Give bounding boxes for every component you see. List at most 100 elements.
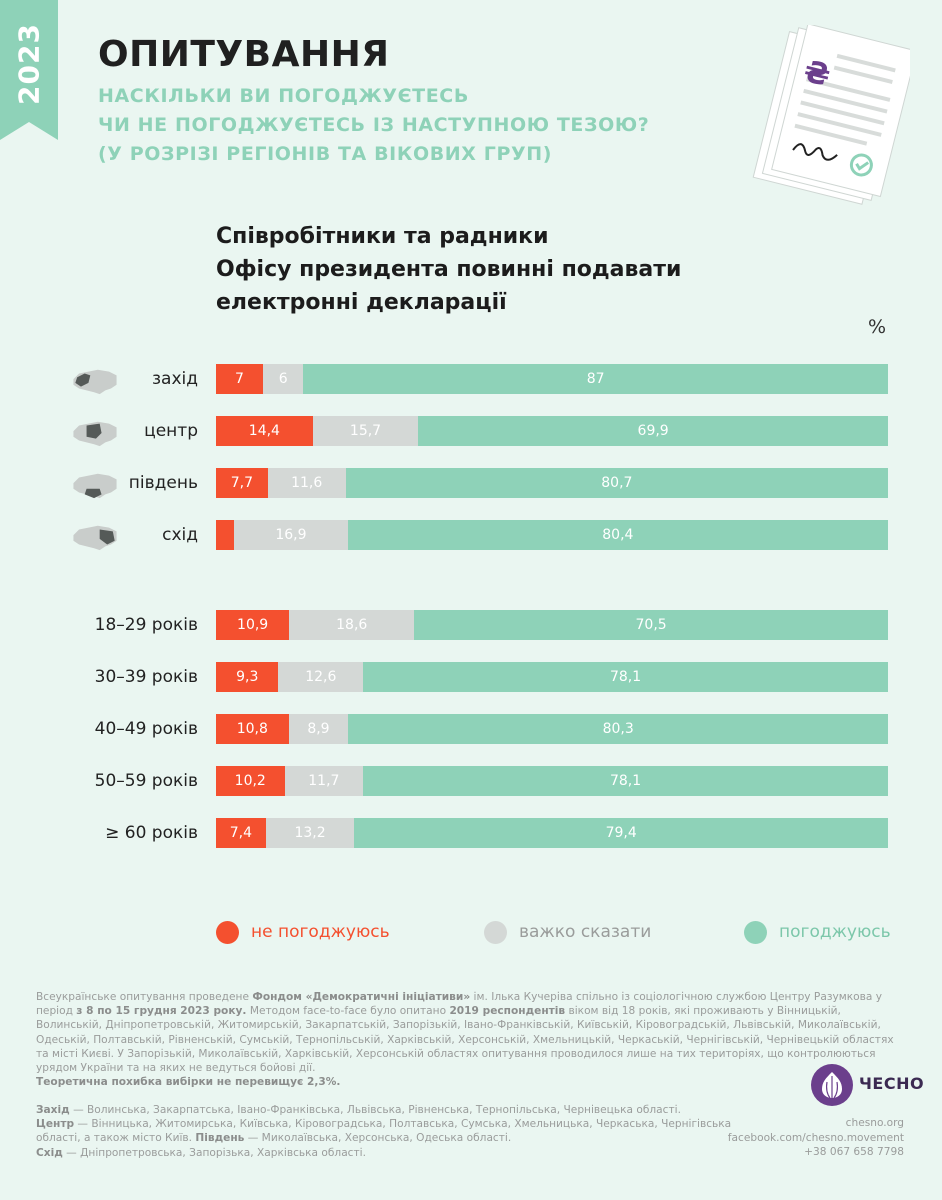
garlic-icon (811, 1064, 853, 1106)
ukraine-map-west-icon (73, 369, 117, 395)
legend-swatch (484, 920, 507, 944)
category-label: 30–39 років (94, 667, 198, 687)
stacked-bar: 7 6 87 (216, 364, 888, 394)
category-label: 40–49 років (94, 719, 198, 739)
bar-segment-disagree: 9,3 (216, 662, 279, 692)
bar-segment-disagree: 10,8 (216, 714, 289, 744)
year-label: 2023 (12, 23, 46, 105)
bar-segment-disagree: 7,4 (216, 818, 266, 848)
chart-row: схід2,716,980,4 (0, 520, 942, 552)
contacts: chesno.org facebook.com/chesno.movement … (728, 1116, 904, 1160)
legend-swatch (744, 920, 767, 944)
bar-segment-hard-to-say: 18,6 (289, 610, 415, 640)
data-label: 6 (278, 371, 288, 387)
unit-label: % (868, 316, 887, 338)
bar-segment-disagree: 10,9 (216, 610, 290, 640)
category-label: ≥ 60 років (105, 823, 198, 843)
category-label: 18–29 років (94, 615, 198, 635)
bar-segment-hard-to-say: 15,7 (312, 416, 419, 446)
data-label: 80,3 (602, 721, 634, 737)
data-label: 13,2 (294, 825, 326, 841)
chart-title: Співробітники та радники Офісу президент… (216, 220, 681, 319)
data-label: 15,7 (349, 423, 382, 439)
data-label: 69,9 (637, 423, 669, 439)
data-label: 16,9 (275, 527, 307, 543)
stacked-bar: 7,4 13,2 79,4 (216, 818, 888, 848)
stacked-bar: 2,716,980,4 (216, 520, 888, 550)
data-label: 7,7 (230, 475, 253, 491)
data-label: 70,5 (635, 617, 667, 633)
ukraine-map-south-icon (73, 473, 117, 499)
notes-paragraph: Всеукраїнське опитування проведене Фондо… (36, 991, 894, 1075)
category-label: центр (144, 421, 198, 441)
page-subtitle: НАСКІЛЬКИ ВИ ПОГОДЖУЄТЕСЬ ЧИ НЕ ПОГОДЖУЄ… (98, 82, 718, 169)
stacked-bar: 10,2 11,7 78,1 (216, 766, 888, 796)
chart-title-line: електронні декларації (216, 290, 507, 315)
chart-row: ≥ 60 років 7,4 13,2 79,4 (0, 818, 942, 850)
ukraine-map-center-icon (73, 421, 117, 447)
data-label: 7 (235, 371, 244, 387)
bar-segment-agree: 80,7 (345, 468, 888, 498)
bar-segment-agree: 87 (303, 364, 888, 394)
chart-row: захід 7 6 87 (0, 364, 942, 396)
region-def-west: Захід — Волинська, Закарпатська, Івано-Ф… (36, 1104, 681, 1116)
data-label: 11,7 (308, 773, 340, 789)
bar-segment-agree: 69,9 (418, 416, 888, 446)
legend-label: важко сказати (519, 922, 652, 942)
bar-segment-hard-to-say: 16,9 (234, 520, 348, 550)
bar-segment-agree: 80,4 (347, 520, 888, 550)
legend-item-disagree: не погоджуюсь (216, 918, 390, 946)
signed-document-icon: ₴ (752, 25, 910, 205)
bar-segment-agree: 79,4 (354, 818, 888, 848)
data-label: 80,4 (602, 527, 634, 543)
subtitle-line: (У РОЗРІЗІ РЕГІОНІВ ТА ВІКОВИХ ГРУП) (98, 143, 553, 165)
data-label: 9,3 (236, 669, 259, 685)
data-label: 10,8 (236, 721, 268, 737)
category-label: 50–59 років (94, 771, 198, 791)
legend-item-hard-to-say: важко сказати (484, 918, 651, 946)
bar-segment-agree: 78,1 (363, 766, 888, 796)
facebook-link[interactable]: facebook.com/chesno.movement (727, 1131, 904, 1144)
year-ribbon (0, 0, 58, 140)
subtitle-line: ЧИ НЕ ПОГОДЖУЄТЕСЬ ІЗ НАСТУПНОЮ ТЕЗОЮ? (98, 114, 650, 136)
bar-segment-disagree: 14,4 (216, 416, 313, 446)
data-label: 14,4 (248, 423, 280, 439)
bar-segment-disagree: 7 (216, 364, 264, 394)
bar-segment-hard-to-say: 6 (263, 364, 304, 394)
data-label: 79,4 (605, 825, 637, 841)
data-label: 7,4 (229, 825, 252, 841)
data-label: 78,1 (609, 773, 642, 789)
stacked-bar: 9,3 12,6 78,1 (216, 662, 888, 692)
bar-segment-hard-to-say: 8,9 (288, 714, 349, 744)
chesno-logo: ЧЕСНО (811, 1064, 924, 1106)
data-label: 18,6 (336, 617, 368, 633)
data-label: 10,2 (234, 773, 266, 789)
data-label: 78,1 (609, 669, 642, 685)
page-title: ОПИТУВАННЯ (98, 34, 390, 75)
ukraine-map-east-icon (73, 525, 117, 551)
bar-segment-agree: 80,3 (348, 714, 888, 744)
chart-row: 40–49 років 10,8 8,9 80,3 (0, 714, 942, 746)
bar-segment-hard-to-say: 11,6 (267, 468, 346, 498)
logo-text: ЧЕСНО (859, 1074, 925, 1093)
bar-segment-hard-to-say: 12,6 (278, 662, 364, 692)
bar-segment-agree: 78,1 (363, 662, 888, 692)
legend-item-agree: погоджуюсь (744, 918, 891, 946)
data-label: 12,6 (305, 669, 337, 685)
category-label: південь (128, 473, 198, 493)
bar-segment-hard-to-say: 11,7 (284, 766, 364, 796)
website-link[interactable]: chesno.org (845, 1117, 904, 1129)
stacked-bar: 7,7 11,6 80,7 (216, 468, 888, 498)
subtitle-line: НАСКІЛЬКИ ВИ ПОГОДЖУЄТЕСЬ (98, 85, 469, 107)
stacked-bar: 10,9 18,6 70,5 (216, 610, 888, 640)
chart-row: центр 14,4 15,7 69,9 (0, 416, 942, 448)
data-label: 10,9 (237, 617, 269, 633)
data-label: 87 (586, 371, 605, 387)
bar-segment-disagree: 7,7 (216, 468, 268, 498)
chart-title-line: Співробітники та радники (216, 224, 549, 249)
data-label: 80,7 (601, 475, 633, 491)
legend-label: не погоджуюсь (251, 922, 390, 942)
region-definitions: Захід — Волинська, Закарпатська, Івано-Ф… (36, 1103, 736, 1160)
region-def-east: Схід — Дніпропетровська, Запорізька, Хар… (36, 1146, 366, 1159)
chart-row: 50–59 років 10,2 11,7 78,1 (0, 766, 942, 798)
